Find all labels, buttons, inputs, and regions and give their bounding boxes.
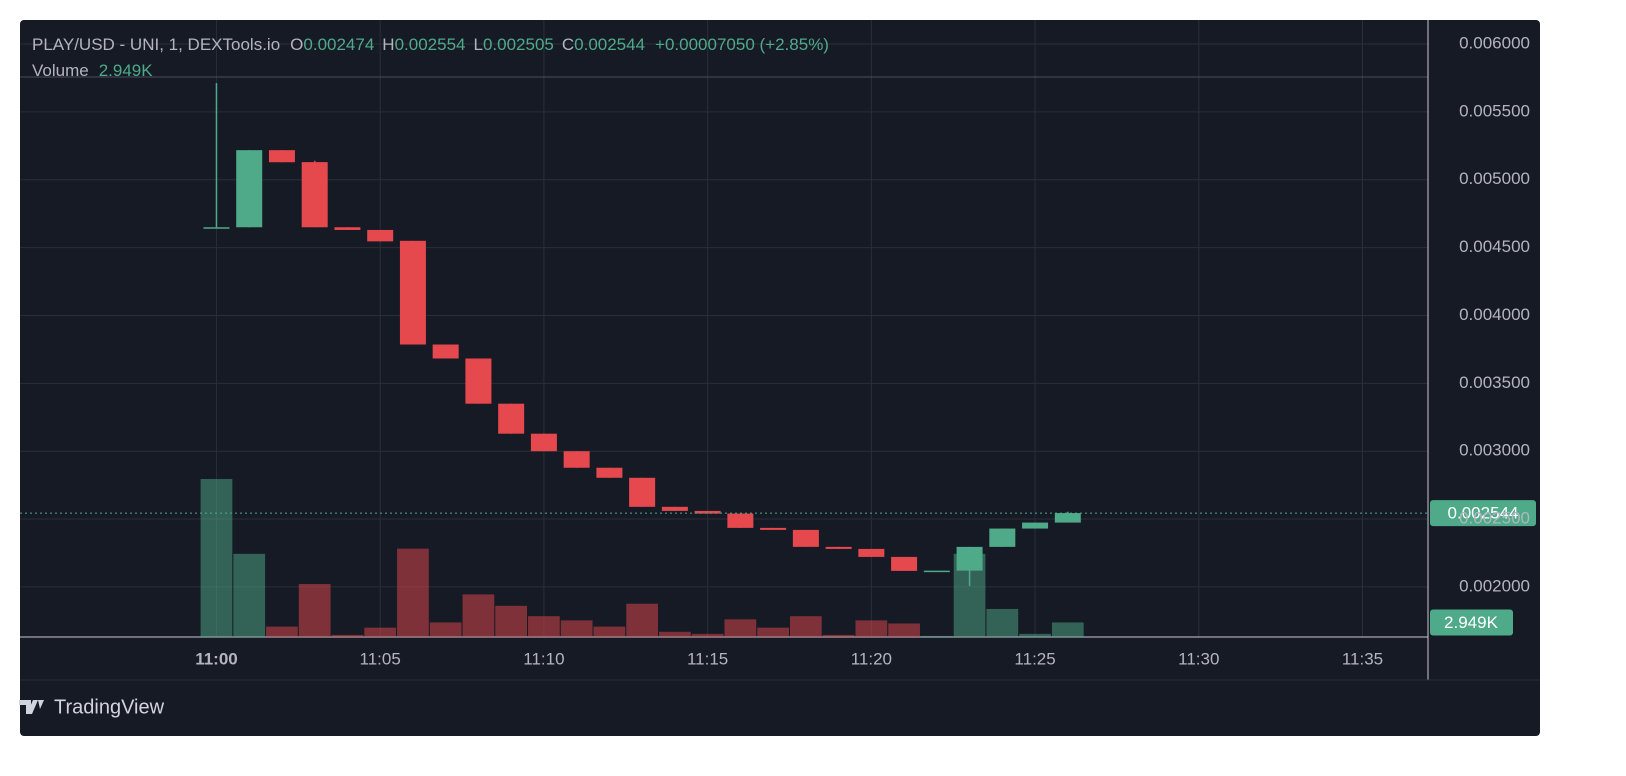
candle-body: [661, 506, 688, 511]
candle-body: [563, 451, 590, 468]
x-tick-label: 11:30: [1178, 649, 1219, 668]
ohlc-label: H: [382, 35, 394, 54]
volume-bar: [855, 620, 888, 637]
ohlc-value: 0.002505: [483, 35, 554, 54]
x-tick-label: 11:05: [360, 649, 401, 668]
volume-bar: [691, 633, 724, 637]
candle-body: [334, 227, 361, 230]
candle-body: [727, 513, 754, 528]
volume-bar: [560, 620, 593, 637]
overlay-layer: 0.002544 2.949K: [20, 500, 1536, 636]
x-tick-label: 11:10: [523, 649, 564, 668]
candle-body: [1022, 522, 1049, 529]
volume-bar: [266, 626, 298, 637]
candle-body: [923, 570, 950, 573]
y-tick-label: 0.004000: [1459, 305, 1530, 324]
volume-badge: [1430, 609, 1513, 636]
brand: TradingView: [19, 696, 165, 718]
volume-bar: [1051, 622, 1084, 637]
brand-logo: [19, 700, 44, 714]
ohlc-value: 0.002554: [395, 35, 466, 54]
volume-bar: [331, 634, 364, 637]
candle-body: [694, 510, 721, 514]
volume-bar: [724, 619, 757, 637]
ohlc-label: L: [473, 35, 482, 54]
volume-bar: [822, 634, 855, 637]
volume-value: 2.949K: [99, 61, 154, 80]
candle-body: [301, 162, 328, 228]
change-value: +0.00007050 (+2.85%): [655, 35, 829, 54]
x-tick-label: 11:25: [1014, 649, 1055, 668]
candle-body: [792, 529, 819, 547]
volume-bar: [757, 627, 789, 637]
volume-bar: [200, 478, 233, 637]
volume-bar: [593, 626, 626, 637]
ohlc-value: 0.002474: [303, 35, 374, 54]
candle-body: [465, 358, 492, 404]
volume-bar: [233, 553, 266, 637]
y-tick-label: 0.004500: [1459, 237, 1530, 256]
volume-legend: Volume 2.949K: [32, 61, 153, 80]
volume-bar: [1019, 633, 1051, 637]
volume-name: Volume: [32, 61, 89, 80]
price-badge-label: 0.002544: [1448, 504, 1519, 523]
y-tick-label: 0.005000: [1459, 169, 1530, 188]
candle-body: [629, 477, 656, 507]
volume-bar: [920, 635, 953, 637]
candle-body: [956, 546, 983, 571]
symbol-title: PLAY/USD - UNI, 1, DEXTools.io: [32, 35, 280, 54]
ohlc-label: C: [562, 35, 574, 54]
candle-body: [203, 227, 230, 229]
y-tick-label: 0.002500: [1459, 509, 1530, 528]
candle-body: [236, 150, 263, 228]
y-tick-label: 0.005500: [1459, 101, 1530, 120]
volume-bar: [462, 594, 495, 637]
candle-body: [399, 240, 426, 345]
x-tick-label: 11:35: [1342, 649, 1383, 668]
volume-layer: [200, 478, 1084, 637]
candle-body: [268, 150, 295, 163]
ohlc-value: 0.002544: [574, 35, 645, 54]
candle-body: [596, 467, 623, 478]
candle-body: [858, 548, 885, 557]
volume-bar: [789, 616, 822, 637]
candle-body: [760, 527, 787, 530]
x-tick-label: 11:20: [851, 649, 892, 668]
volume-bar: [495, 605, 528, 637]
volume-bar: [888, 623, 920, 637]
volume-bar: [626, 603, 659, 637]
legend-header: PLAY/USD - UNI, 1, DEXTools.io O0.002474 H…: [32, 35, 829, 54]
x-tick-label: 11:00: [195, 649, 238, 668]
volume-bar: [528, 616, 560, 637]
candle-body: [989, 528, 1016, 547]
ohlc-label: O: [290, 35, 303, 54]
grid: [20, 20, 1428, 637]
price-badge: [1430, 500, 1536, 527]
y-tick-label: 0.003500: [1459, 373, 1530, 392]
x-tick-label: 11:15: [687, 649, 728, 668]
candle-body: [825, 546, 852, 549]
volume-bar: [397, 548, 429, 637]
volume-bar: [659, 631, 691, 637]
volume-bar: [364, 627, 397, 637]
candle-layer: [203, 83, 1081, 586]
candle-body: [530, 433, 557, 452]
candle-body: [432, 344, 459, 359]
brand-name: TradingView: [54, 696, 165, 718]
candle-body: [891, 556, 918, 571]
candle-body: [367, 229, 394, 242]
candle-body: [1054, 513, 1081, 523]
y-tick-label: 0.006000: [1459, 34, 1530, 53]
y-tick-label: 0.002000: [1459, 576, 1530, 595]
volume-bar: [298, 583, 331, 637]
y-tick-label: 0.003000: [1459, 441, 1530, 460]
volume-badge-label: 2.949K: [1444, 613, 1499, 632]
candle-body: [498, 403, 525, 434]
volume-bar: [429, 622, 462, 637]
volume-bar: [986, 608, 1019, 637]
